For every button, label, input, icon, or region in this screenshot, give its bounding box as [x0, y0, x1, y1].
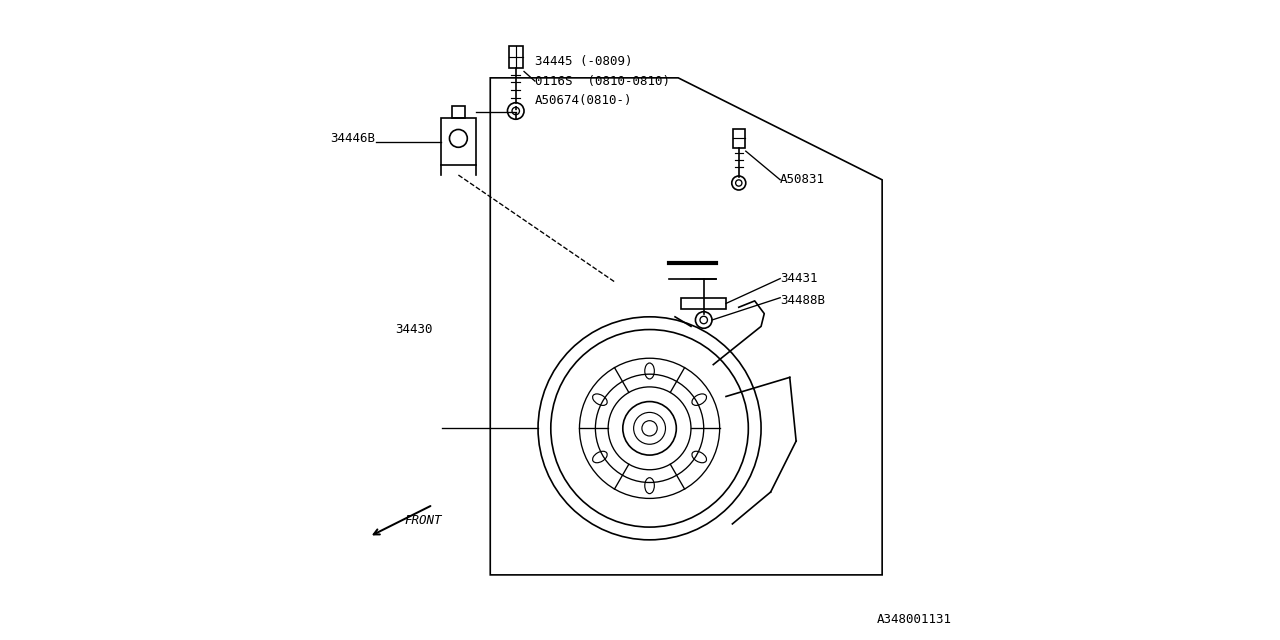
Bar: [452, 106, 465, 118]
Bar: [508, 46, 522, 68]
Text: A50831: A50831: [781, 173, 826, 186]
Text: 34488B: 34488B: [781, 294, 826, 307]
Bar: [733, 129, 745, 148]
Text: 34445 (-0809): 34445 (-0809): [535, 56, 632, 68]
Bar: [681, 298, 726, 309]
Text: 0116S  (0810-0810): 0116S (0810-0810): [535, 74, 669, 88]
Bar: [440, 118, 476, 166]
Text: 34430: 34430: [396, 323, 433, 336]
Text: 34446B: 34446B: [330, 132, 375, 145]
Text: A50674(0810-): A50674(0810-): [535, 93, 632, 107]
Text: FRONT: FRONT: [404, 514, 442, 527]
Text: 34431: 34431: [781, 272, 818, 285]
Text: A348001131: A348001131: [877, 613, 952, 626]
